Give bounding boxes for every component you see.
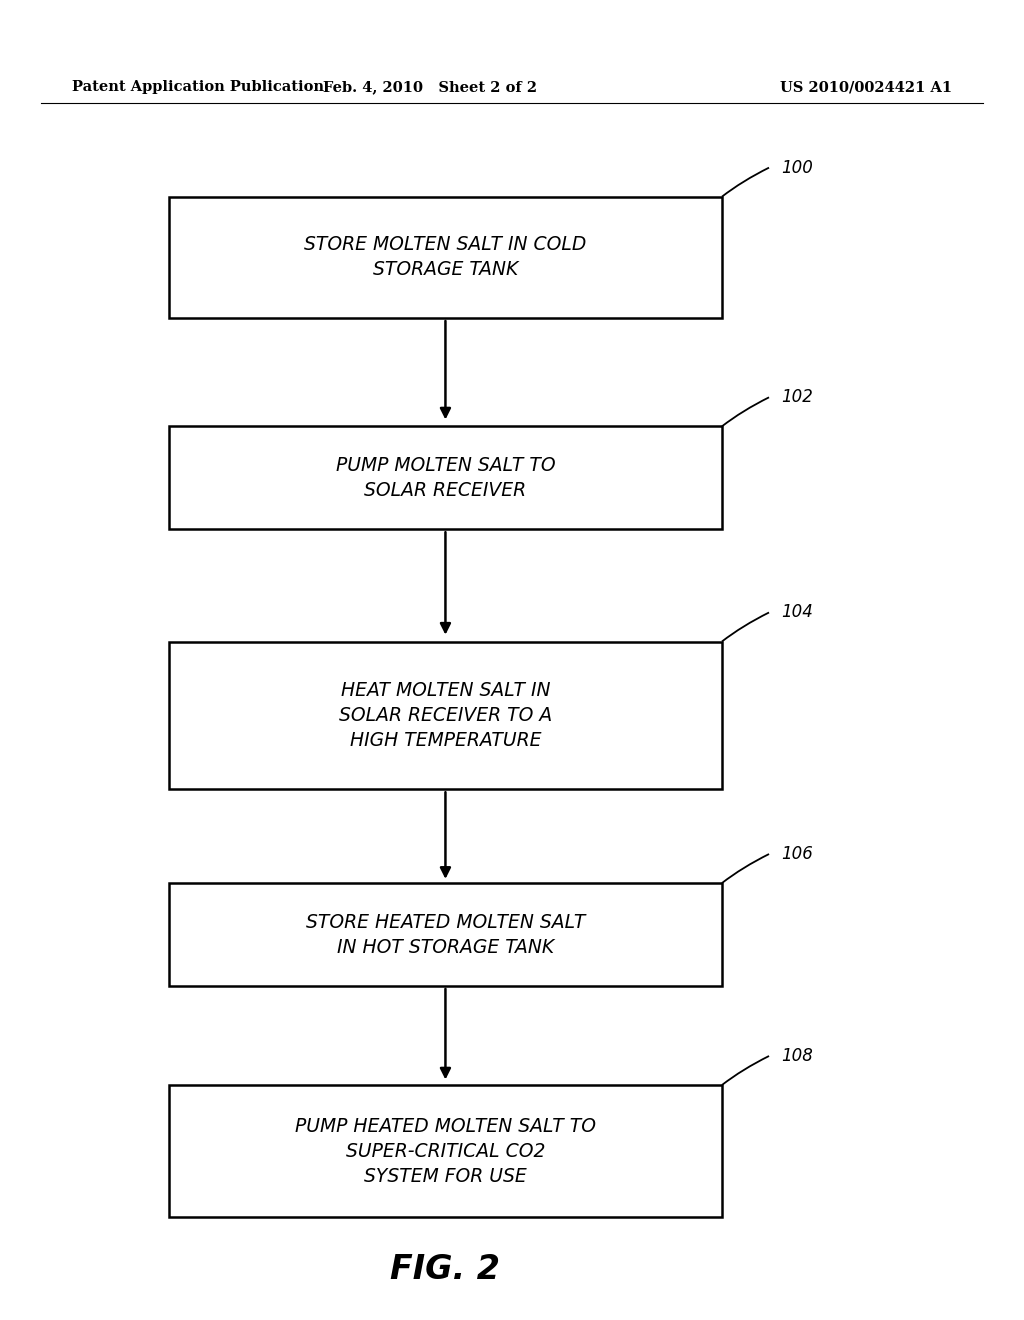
Text: 100: 100 [781,158,813,177]
Text: STORE HEATED MOLTEN SALT
IN HOT STORAGE TANK: STORE HEATED MOLTEN SALT IN HOT STORAGE … [306,912,585,957]
Text: 106: 106 [781,845,813,863]
Text: STORE MOLTEN SALT IN COLD
STORAGE TANK: STORE MOLTEN SALT IN COLD STORAGE TANK [304,235,587,280]
Text: Patent Application Publication: Patent Application Publication [72,81,324,94]
Text: PUMP HEATED MOLTEN SALT TO
SUPER-CRITICAL CO2
SYSTEM FOR USE: PUMP HEATED MOLTEN SALT TO SUPER-CRITICA… [295,1117,596,1185]
Text: FIG. 2: FIG. 2 [390,1254,501,1286]
Text: HEAT MOLTEN SALT IN
SOLAR RECEIVER TO A
HIGH TEMPERATURE: HEAT MOLTEN SALT IN SOLAR RECEIVER TO A … [339,681,552,750]
Text: Feb. 4, 2010   Sheet 2 of 2: Feb. 4, 2010 Sheet 2 of 2 [323,81,538,94]
Bar [169,1085,722,1217]
Text: PUMP MOLTEN SALT TO
SOLAR RECEIVER: PUMP MOLTEN SALT TO SOLAR RECEIVER [336,455,555,500]
Bar [169,642,722,789]
Bar [169,883,722,986]
Text: 108: 108 [781,1047,813,1065]
Text: US 2010/0024421 A1: US 2010/0024421 A1 [780,81,952,94]
Bar [169,426,722,529]
Text: 104: 104 [781,603,813,622]
Bar [169,197,722,318]
Text: 102: 102 [781,388,813,407]
